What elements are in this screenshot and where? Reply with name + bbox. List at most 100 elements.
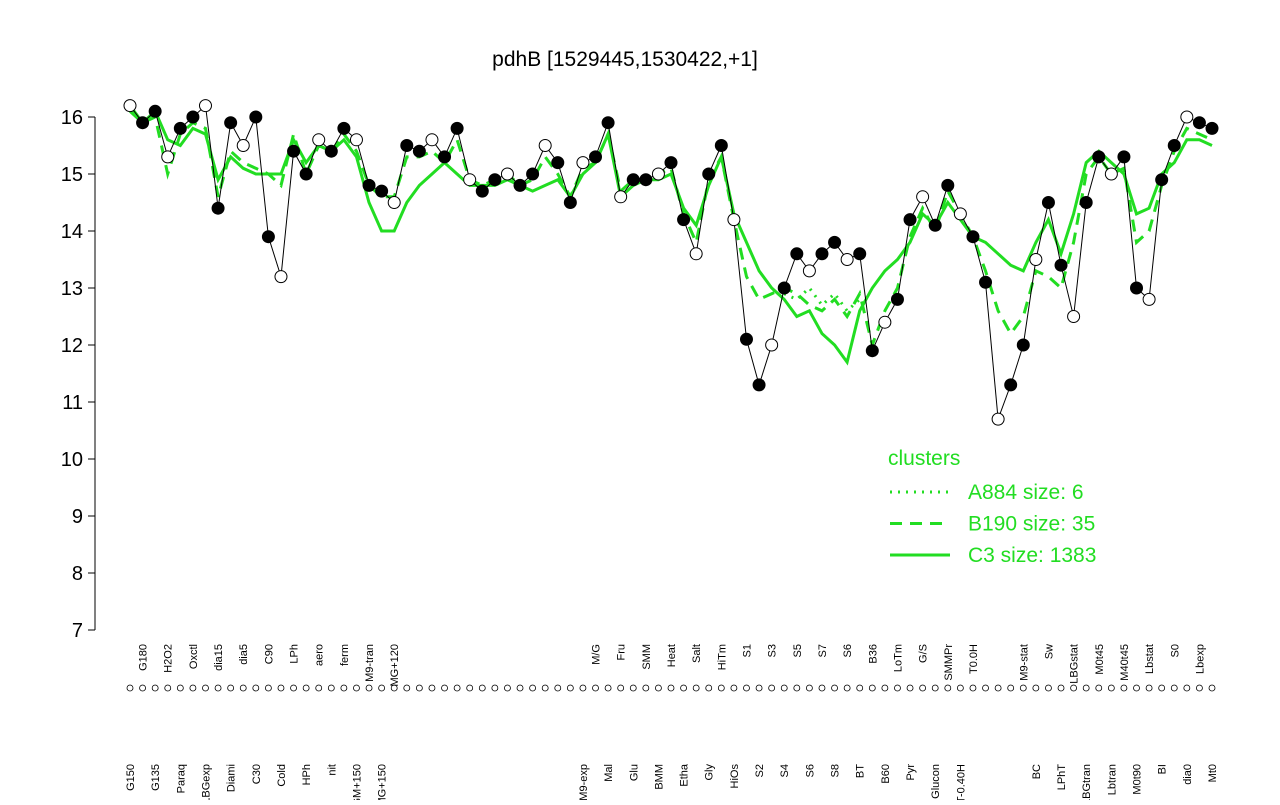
expression-point [727, 213, 741, 227]
x-tick-label: dia0 [1182, 764, 1194, 785]
x-tick-label: S7 [817, 644, 829, 657]
y-tick-label: 10 [61, 449, 83, 471]
x-tick [529, 684, 537, 692]
expression-point [765, 338, 779, 352]
expression-point [1180, 110, 1194, 124]
x-tick [353, 684, 360, 692]
legend-title: clusters [888, 447, 960, 470]
y-tick-label: 9 [72, 506, 83, 528]
x-tick-label: SMM [641, 644, 653, 670]
x-tick-label: C30 [251, 764, 263, 784]
x-tick [1170, 684, 1178, 692]
y-tick-label: 7 [72, 620, 83, 642]
x-tick [227, 684, 235, 692]
expression-point [966, 230, 980, 244]
x-tick-label: HiOs [729, 764, 741, 789]
x-tick-label: H2O2 [163, 644, 175, 673]
expression-point [853, 247, 867, 261]
expression-point [463, 173, 477, 187]
expression-point [828, 235, 842, 249]
x-tick [164, 684, 172, 692]
expression-point [513, 178, 527, 192]
x-tick-label: S2 [754, 764, 766, 777]
y-tick-label: 12 [61, 335, 83, 357]
x-tick-label: M/G [591, 644, 603, 665]
x-tick [365, 684, 373, 692]
x-tick [264, 684, 272, 692]
expression-point [400, 139, 414, 152]
x-tick-label: T-0.40H [955, 764, 967, 800]
expression-point [802, 264, 816, 278]
x-tick [717, 684, 725, 692]
x-tick-label: LPh [289, 644, 301, 664]
expression-point [375, 184, 389, 198]
x-tick-label: M9-stat [1018, 644, 1030, 681]
x-tick-label: S0 [1169, 644, 1181, 657]
x-tick [994, 684, 1002, 692]
x-tick-label: Glucon [930, 764, 942, 799]
x-tick-label: S5 [792, 644, 804, 657]
x-tick-label: BMM [653, 764, 665, 790]
x-tick [868, 684, 876, 692]
expression-point [702, 167, 716, 181]
x-tick [629, 684, 637, 692]
x-tick-label: G180 [138, 644, 150, 671]
expression-point [1067, 310, 1081, 323]
x-tick-label: Fru [616, 644, 628, 661]
x-tick-label: Lbexp [1194, 644, 1206, 674]
expression-point [551, 156, 565, 170]
x-tick-label: S3 [767, 644, 779, 657]
x-tick [189, 684, 197, 692]
x-tick-label: S4 [779, 764, 791, 777]
expression-point [1041, 196, 1055, 209]
x-tick [566, 684, 574, 692]
y-tick-label: 13 [61, 278, 83, 300]
x-tick-label: dia15 [213, 644, 225, 671]
expression-point [186, 110, 200, 124]
expression-point [224, 116, 238, 130]
x-tick-label: M9-tran [364, 644, 376, 682]
x-tick [340, 684, 348, 692]
expression-point [689, 247, 703, 261]
expression-point [815, 247, 829, 261]
x-tick-label: LPhT [1056, 764, 1068, 791]
x-tick [252, 684, 260, 692]
x-tick [327, 684, 335, 692]
x-tick [541, 684, 549, 692]
x-tick [894, 684, 901, 692]
x-tick [692, 684, 700, 692]
x-tick [315, 684, 323, 692]
x-tick-label: Gly [704, 764, 716, 781]
x-tick-label: Salt [691, 644, 703, 663]
x-tick-label: Lbtran [1106, 764, 1118, 795]
x-tick [126, 684, 134, 692]
x-tick-label: Heat [666, 644, 678, 667]
x-tick [176, 684, 184, 692]
x-tick-label: Diami [226, 764, 238, 792]
x-tick-label: Mal [603, 764, 615, 782]
x-tick [655, 684, 662, 692]
legend-label: B190 size: 35 [968, 513, 1095, 536]
x-tick [705, 684, 713, 692]
expression-point [639, 173, 653, 187]
x-tick-label: GM+150 [351, 764, 363, 800]
expression-point [1205, 121, 1219, 135]
x-tick [428, 684, 436, 692]
x-tick [793, 684, 801, 692]
expression-point [324, 144, 338, 158]
expression-point [287, 144, 301, 158]
x-tick-label: B60 [880, 764, 892, 784]
expression-point [739, 332, 753, 346]
expression-point [664, 156, 678, 170]
x-tick [856, 684, 864, 692]
x-tick [1120, 684, 1128, 692]
x-tick-label: G/S [918, 644, 930, 663]
expression-point [777, 281, 791, 295]
expression-point [161, 150, 175, 164]
x-tick [919, 684, 927, 692]
x-tick [768, 684, 776, 692]
x-tick-label: S6 [804, 764, 816, 777]
expression-point [790, 247, 804, 261]
x-tick [403, 684, 411, 692]
x-tick [415, 684, 423, 692]
